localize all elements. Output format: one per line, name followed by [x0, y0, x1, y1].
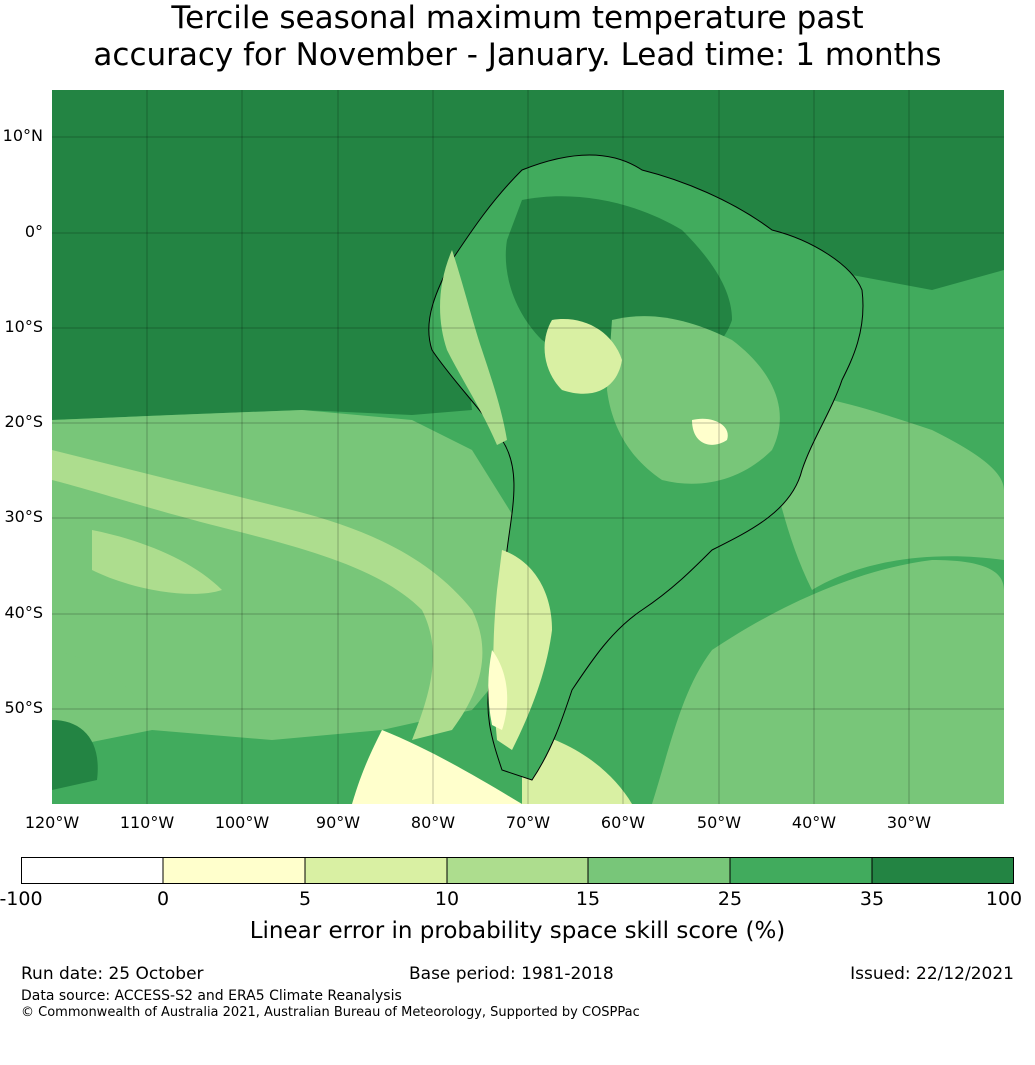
lon-label-30w: 30°W	[886, 813, 932, 832]
lon-label-90w: 90°W	[315, 813, 361, 832]
southern-tip-low	[352, 730, 522, 804]
lat-label-20s: 20°S	[4, 412, 43, 431]
issued-date: Issued: 22/12/2021	[850, 964, 1014, 984]
andes-low	[440, 250, 507, 445]
lon-label-80w: 80°W	[410, 813, 456, 832]
south-pacific-dark-patch	[52, 720, 98, 790]
south-pacific-patch-1	[92, 530, 222, 594]
title-line-2: accuracy for November - January. Lead ti…	[93, 37, 942, 73]
brazil-patch-low	[692, 418, 728, 445]
lon-label-120w: 120°W	[24, 813, 80, 832]
lat-label-10n: 10°N	[2, 126, 43, 145]
data-source: Data source: ACCESS-S2 and ERA5 Climate …	[21, 988, 402, 1004]
copyright: © Commonwealth of Australia 2021, Austra…	[21, 1005, 640, 1020]
colorbar-bin-4	[447, 857, 588, 884]
lon-label-50w: 50°W	[696, 813, 742, 832]
colorbar-bin-3	[305, 857, 447, 884]
colorbar-bin-7	[872, 857, 1014, 884]
lon-label-70w: 70°W	[505, 813, 551, 832]
colorbar-bin-1	[21, 857, 163, 884]
colorbar-outline	[21, 857, 1014, 884]
lat-label-30s: 30°S	[4, 507, 43, 526]
colorbar-label: Linear error in probability space skill …	[249, 918, 786, 944]
patagonia-lowest	[488, 650, 508, 730]
title-line-1: Tercile seasonal maximum temperature pas…	[171, 0, 864, 36]
colorbar-tick-25: 25	[717, 888, 743, 910]
lat-label-0: 0°	[24, 222, 43, 241]
patagonia-low	[493, 550, 552, 750]
colorbar-tick-100: 100	[985, 888, 1023, 910]
colorbar-tick-5: 5	[298, 888, 312, 910]
colorbar-tick-10: 10	[434, 888, 460, 910]
lat-label-40s: 40°S	[4, 603, 43, 622]
lon-label-40w: 40°W	[791, 813, 837, 832]
lon-label-60w: 60°W	[600, 813, 646, 832]
colorbar-tick-15: 15	[575, 888, 601, 910]
colorbar-bin-5	[588, 857, 730, 884]
base-period: Base period: 1981-2018	[409, 964, 614, 984]
colorbar-tick--100: -100	[0, 888, 43, 910]
colorbar-bin-2	[163, 857, 305, 884]
south-pacific-patch-2	[52, 650, 152, 740]
lon-label-100w: 100°W	[214, 813, 270, 832]
skill-score-map	[52, 90, 1004, 804]
brazil-low	[544, 319, 622, 394]
south-atlantic-moderate	[652, 560, 1004, 804]
graticule	[52, 90, 1004, 804]
lat-label-50s: 50°S	[4, 698, 43, 717]
colorbar-tick-35: 35	[859, 888, 885, 910]
tropical-ocean-high-skill	[52, 90, 1004, 420]
run-date: Run date: 25 October	[21, 964, 204, 984]
lon-label-110w: 110°W	[119, 813, 175, 832]
map-title: Tercile seasonal maximum temperature pas…	[0, 0, 1035, 74]
south-pacific-low-band	[52, 450, 483, 740]
colorbar-tick-0: 0	[156, 888, 170, 910]
lat-label-10s: 10°S	[4, 317, 43, 336]
brazil-moderate	[607, 316, 780, 484]
colorbar-bin-6	[730, 857, 872, 884]
colorbar	[21, 857, 1014, 884]
